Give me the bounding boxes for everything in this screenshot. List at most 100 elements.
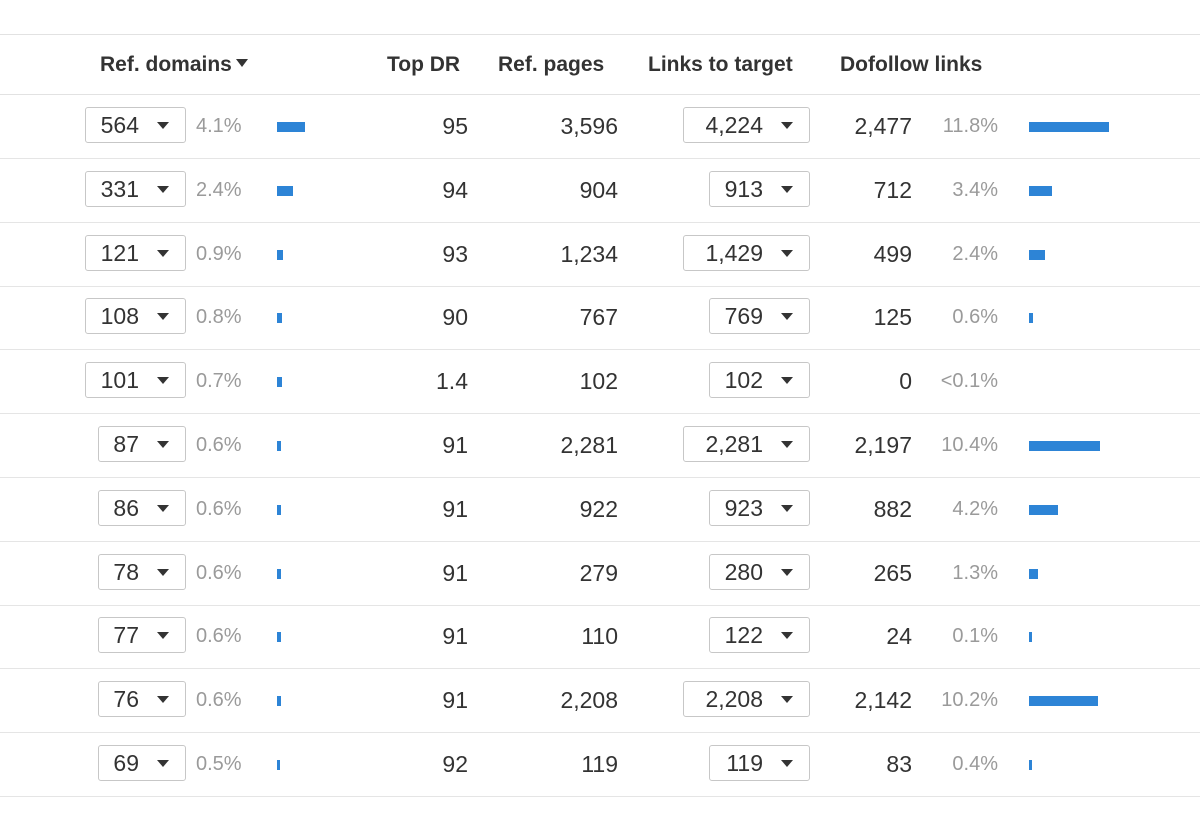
dofollow-links-value: 499 [873, 240, 912, 267]
ref-domains-dropdown[interactable]: 87 [98, 426, 186, 462]
table-header: Ref. domains Top DR Ref. pages Links to … [0, 35, 1200, 95]
links-to-target-dropdown[interactable]: 769 [709, 298, 810, 335]
links-to-target-dropdown[interactable]: 2,208 [683, 681, 810, 718]
column-header-top-dr[interactable]: Top DR [387, 53, 461, 76]
links-to-target-value: 4,224 [705, 112, 763, 138]
dofollow-share-bar [1029, 249, 1045, 260]
dofollow-percent: 11.8% [942, 115, 998, 137]
dofollow-links-value: 265 [873, 559, 912, 586]
links-to-target-dropdown[interactable]: 923 [709, 489, 810, 526]
dofollow-share-bar [1029, 122, 1109, 132]
ref-domains-value: 87 [113, 431, 139, 457]
ref-domains-dropdown[interactable]: 76 [98, 681, 186, 718]
links-to-target-dropdown[interactable]: 4,224 [683, 107, 810, 143]
chevron-down-icon [157, 504, 169, 512]
dofollow-percent: 3.4% [952, 178, 998, 201]
ref-domains-dropdown[interactable]: 101 [85, 362, 186, 399]
ref-domains-value: 76 [113, 686, 139, 713]
chevron-down-icon [157, 313, 169, 321]
ref-domains-dropdown[interactable]: 331 [85, 170, 186, 207]
dofollow-links-value: 2,197 [854, 432, 912, 458]
ref-domains-dropdown[interactable]: 121 [85, 234, 186, 271]
dofollow-links-value: 125 [873, 304, 912, 331]
links-to-target-dropdown[interactable]: 280 [709, 553, 810, 590]
dofollow-share-bar [1029, 313, 1033, 324]
links-to-target-dropdown[interactable]: 122 [709, 617, 810, 654]
links-to-target-value: 2,208 [705, 686, 763, 713]
table-top-divider [0, 34, 1200, 35]
ref-domains-share-bar [277, 313, 282, 324]
ref-domains-value: 86 [113, 494, 139, 521]
links-to-target-dropdown[interactable]: 913 [709, 170, 810, 207]
dofollow-share-bar [1029, 441, 1100, 451]
ref-domains-dropdown[interactable]: 69 [98, 745, 186, 781]
table-row: 87 0.6% 91 2,281 2,281 2,197 10.4% [0, 414, 1200, 478]
top-dr-value: 94 [442, 176, 468, 203]
ref-domains-value: 331 [100, 175, 139, 202]
dofollow-share-bar [1029, 185, 1052, 196]
table-row: 69 0.5% 92 119 119 83 0.4% [0, 733, 1200, 797]
table-row: 78 0.6% 91 279 280 265 1.3% [0, 542, 1200, 606]
ref-domains-percent: 2.4% [196, 178, 242, 201]
links-to-target-dropdown[interactable]: 102 [709, 362, 810, 399]
top-dr-value: 91 [442, 495, 468, 522]
column-header-ref-domains[interactable]: Ref. domains [100, 35, 248, 94]
top-dr-value: 91 [442, 687, 468, 714]
column-header-dofollow-links[interactable]: Dofollow links [840, 53, 983, 76]
chevron-down-icon [781, 504, 793, 512]
ref-domains-dropdown[interactable]: 564 [85, 107, 186, 143]
top-dr-value: 1.4 [436, 368, 468, 395]
ref-domains-percent: 4.1% [196, 115, 242, 137]
dofollow-links-value: 83 [886, 751, 912, 777]
ref-domains-share-bar [277, 185, 293, 196]
links-to-target-value: 280 [724, 558, 763, 585]
links-to-target-value: 119 [726, 750, 763, 776]
column-header-links-to-target[interactable]: Links to target [648, 53, 793, 76]
links-to-target-value: 769 [724, 303, 763, 330]
ref-domains-value: 108 [100, 303, 139, 330]
ref-domains-percent: 0.6% [196, 497, 242, 520]
ref-domains-value: 77 [113, 622, 139, 649]
links-to-target-value: 122 [724, 622, 763, 649]
ref-domains-dropdown[interactable]: 77 [98, 617, 186, 654]
ref-domains-dropdown[interactable]: 78 [98, 553, 186, 590]
links-to-target-value: 2,281 [705, 431, 763, 457]
ref-domains-share-bar [277, 632, 281, 643]
ref-pages-value: 279 [579, 559, 618, 586]
links-to-target-value: 913 [724, 175, 763, 202]
table-row: 101 0.7% 1.4 102 102 0 <0.1% [0, 350, 1200, 415]
ref-pages-value: 767 [579, 304, 618, 331]
dofollow-percent: 10.4% [941, 434, 998, 456]
table-row: 86 0.6% 91 922 923 882 4.2% [0, 478, 1200, 542]
top-dr-value: 95 [442, 113, 468, 139]
chevron-down-icon [781, 313, 793, 321]
ref-domains-value: 101 [100, 367, 139, 394]
dofollow-percent: 0.6% [952, 306, 998, 329]
chevron-down-icon [781, 185, 793, 193]
ref-domains-percent: 0.9% [196, 242, 242, 265]
ref-domains-dropdown[interactable]: 86 [98, 489, 186, 526]
ref-pages-value: 119 [581, 751, 618, 777]
links-to-target-dropdown[interactable]: 2,281 [683, 426, 810, 462]
chevron-down-icon [157, 185, 169, 193]
chevron-down-icon [157, 377, 169, 385]
ref-domains-share-bar [277, 696, 281, 707]
dofollow-percent: 2.4% [952, 242, 998, 265]
ref-domains-value: 564 [100, 112, 139, 138]
chevron-down-icon [781, 441, 793, 448]
ref-pages-value: 102 [579, 368, 618, 395]
ref-domains-percent: 0.8% [196, 306, 242, 329]
links-to-target-dropdown[interactable]: 119 [709, 745, 810, 781]
ref-domains-percent: 0.6% [196, 625, 242, 648]
column-header-ref-pages[interactable]: Ref. pages [498, 53, 605, 76]
links-to-target-value: 1,429 [705, 239, 763, 266]
column-header-ref-domains-label: Ref. domains [100, 53, 232, 76]
ref-domains-dropdown[interactable]: 108 [85, 298, 186, 335]
links-to-target-dropdown[interactable]: 1,429 [683, 234, 810, 271]
dofollow-percent: 1.3% [952, 561, 998, 584]
top-dr-value: 92 [442, 751, 468, 777]
chevron-down-icon [157, 122, 169, 129]
dofollow-percent: 0.1% [952, 625, 998, 648]
dofollow-links-value: 2,477 [854, 113, 912, 139]
ref-domains-share-bar [277, 441, 281, 451]
